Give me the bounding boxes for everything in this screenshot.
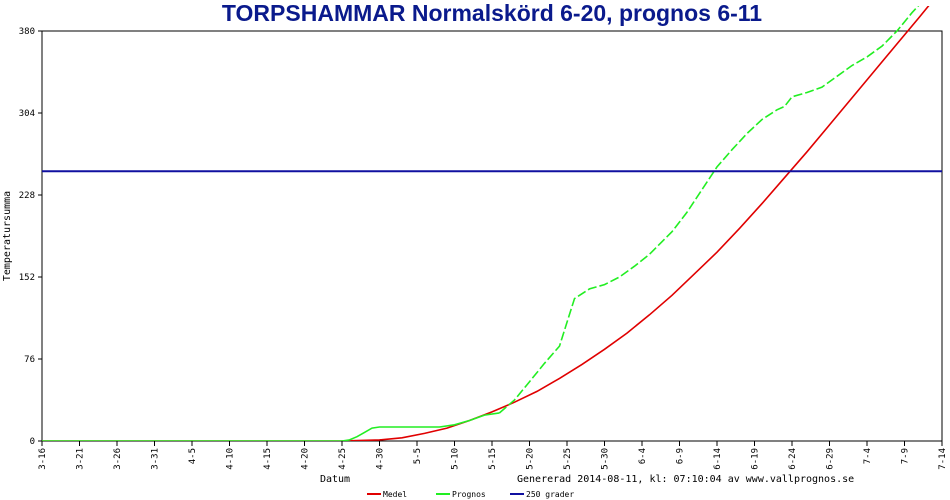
x-tick-label: 5-20	[526, 448, 536, 470]
y-tick-label: 228	[19, 191, 35, 201]
x-tick-label: 3-26	[113, 448, 123, 470]
x-tick-label: 5-10	[451, 448, 461, 470]
series-line-prognos	[42, 412, 500, 441]
x-tick-label: 5-15	[488, 448, 498, 470]
footer-text: Genererad 2014-08-11, kl: 07:10:04 av ww…	[517, 474, 854, 485]
legend: Medel Prognos 250 grader	[367, 490, 574, 499]
x-tick-label: 5-30	[601, 448, 611, 470]
x-tick-label: 4-30	[376, 448, 386, 470]
x-tick-label: 3-21	[76, 448, 86, 470]
x-tick-label: 5-25	[563, 448, 573, 470]
y-tick-label: 304	[19, 109, 35, 119]
x-tick-label: 6-14	[713, 448, 723, 470]
x-tick-label: 4-5	[188, 448, 198, 464]
x-tick-label: 7-9	[901, 448, 911, 464]
x-tick-label: 4-25	[338, 448, 348, 470]
x-tick-label: 4-20	[301, 448, 311, 470]
legend-label-prognos: Prognos	[452, 490, 486, 499]
x-tick-label: 6-4	[638, 448, 648, 464]
series-line-medel	[42, 6, 930, 441]
series-line-prognos-forecast	[498, 6, 920, 414]
y-axis-label: Temperatursumma	[2, 191, 13, 281]
x-tick-label: 3-16	[38, 448, 48, 470]
x-tick-label: 5-5	[413, 448, 423, 464]
y-tick-label: 380	[19, 27, 35, 37]
x-tick-label: 7-4	[863, 448, 873, 464]
x-tick-label: 6-19	[751, 448, 761, 470]
x-axis: 3-16 3-21 3-26 3-31 4-5 4-10 4-15 4-20 4-25 4-30 5…	[38, 441, 948, 470]
legend-label-250-grader: 250 grader	[526, 490, 574, 499]
x-tick-label: 3-31	[151, 448, 161, 470]
legend-label-medel: Medel	[383, 490, 407, 499]
x-tick-label: 6-9	[676, 448, 686, 464]
series-lines	[42, 6, 942, 441]
y-axis: 0 76 152 228 304 380	[19, 27, 42, 447]
x-tick-label: 4-10	[226, 448, 236, 470]
x-tick-label: 4-15	[263, 448, 273, 470]
x-tick-label: 7-14	[938, 448, 948, 470]
y-tick-label: 0	[30, 437, 35, 447]
chart-title: TORPSHAMMAR Normalskörd 6-20, prognos 6-…	[222, 0, 762, 26]
y-tick-label: 152	[19, 273, 35, 283]
x-tick-label: 6-24	[788, 448, 798, 470]
y-tick-label: 76	[24, 355, 35, 365]
x-tick-label: 6-29	[826, 448, 836, 470]
x-axis-label: Datum	[320, 474, 350, 485]
